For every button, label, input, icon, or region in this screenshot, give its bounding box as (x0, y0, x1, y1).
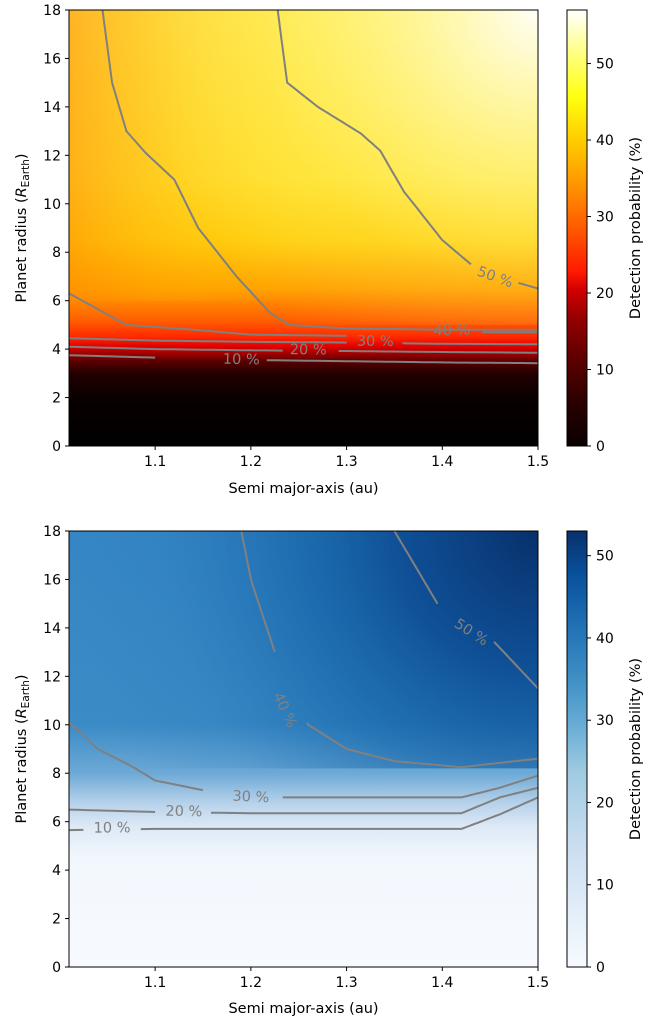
chart-panel-2: 10 %20 %30 %40 %50 %1.1 1.2 1.3 1.4 1.502468… (14, 524, 644, 1017)
colorbar-tick-label: 0 (596, 439, 605, 455)
contour-line-30-pct (402, 342, 538, 346)
x-tick-label: 1.5 (527, 454, 549, 470)
colorbar-tick-label: 30 (596, 713, 614, 729)
y-tick-label: 2 (52, 912, 61, 928)
y-tick-label: 12 (43, 148, 61, 164)
colorbar-tick-label: 40 (596, 631, 614, 647)
x-tick-label: 1.4 (431, 454, 453, 470)
contours (69, 10, 538, 365)
colorbar-tick-label: 10 (596, 363, 614, 379)
x-tick-label: 1.2 (240, 454, 262, 470)
contour-line-30-pct (282, 774, 538, 799)
contours (69, 531, 538, 832)
contour-line-50-pct (101, 10, 538, 331)
y-tick-label: 18 (43, 524, 61, 540)
y-tick-label: 4 (52, 342, 61, 358)
y-tick-label: 2 (52, 391, 61, 407)
contour-line-10-pct (140, 796, 538, 831)
y-tick-label: 0 (52, 960, 61, 976)
y-tick-label: 0 (52, 439, 61, 455)
x-axis-label: Semi major-axis (au) (228, 481, 378, 497)
heatmap-highlight (69, 531, 538, 769)
y-tick-label: 16 (43, 51, 61, 67)
y-axis-label: Planet radius (REarth) (14, 674, 32, 823)
contour-label: 40 % (433, 323, 470, 340)
y-tick-label: 16 (43, 572, 61, 588)
contour-line-40-pct (69, 292, 347, 337)
y-axis-label: Planet radius (REarth) (14, 153, 32, 302)
colorbar-tick-label: 0 (596, 960, 605, 976)
contour-line-50-pct (276, 10, 472, 266)
y-tick-label: 6 (52, 815, 61, 831)
contour-line-10-pct (266, 359, 538, 365)
y-tick-label: 14 (43, 100, 61, 116)
x-tick-label: 1.1 (144, 975, 166, 991)
x-tick-label: 1.2 (240, 975, 262, 991)
contour-line-20-pct (338, 350, 538, 354)
colorbar-tick-label: 50 (596, 57, 614, 73)
colorbar (566, 530, 588, 968)
y-tick-label: 4 (52, 863, 61, 879)
y-tick-label: 14 (43, 621, 61, 637)
x-tick-label: 1.5 (527, 975, 549, 991)
contour-line-30-pct (69, 337, 347, 344)
x-tick-label: 1.1 (144, 454, 166, 470)
x-tick-label: 1.4 (431, 975, 453, 991)
contour-line-50-pct (518, 281, 538, 290)
colorbar-tick-label: 20 (596, 286, 614, 302)
chart-panel-1: 10 %20 %30 %40 %50 %1.1 1.2 1.3 1.4 1.502468… (14, 3, 644, 497)
contour-line-40-pct (306, 722, 538, 769)
contour-line-50-pct (493, 641, 538, 690)
colorbar-tick-label: 10 (596, 878, 614, 894)
colorbar-label: Detection probability (%) (628, 658, 644, 840)
colorbar-tick-label: 50 (596, 549, 614, 565)
y-tick-label: 18 (43, 3, 61, 19)
heatmap-highlight (69, 10, 538, 325)
plot-frame (68, 530, 539, 968)
contour-line-10-pct (69, 354, 156, 359)
x-tick-label: 1.3 (335, 454, 357, 470)
contour-line-20-pct (210, 786, 538, 815)
colorbar (566, 9, 588, 447)
contour-label: 10 % (223, 352, 260, 369)
x-axis-label: Semi major-axis (au) (228, 1001, 378, 1017)
colorbar-tick-label: 20 (596, 795, 614, 811)
y-tick-label: 8 (52, 245, 61, 261)
contour-label: 20 % (290, 342, 327, 358)
colorbar-label: Detection probability (%) (628, 137, 644, 319)
contour-line-30-pct (69, 721, 204, 792)
plot-frame (68, 9, 539, 447)
y-tick-label: 10 (43, 718, 61, 734)
y-tick-label: 10 (43, 197, 61, 213)
y-tick-label: 12 (43, 669, 61, 685)
colorbar-tick-label: 40 (596, 133, 614, 149)
contour-line-20-pct (69, 345, 283, 352)
y-tick-label: 8 (52, 766, 61, 782)
contour-label: 20 % (165, 804, 202, 821)
contour-line-50-pct (393, 531, 439, 605)
contour-line-40-pct (240, 531, 276, 653)
colorbar-tick-label: 30 (596, 210, 614, 226)
x-tick-label: 1.3 (335, 975, 357, 991)
contour-line-20-pct (69, 808, 156, 813)
contour-label: 30 % (357, 334, 394, 350)
y-tick-label: 6 (52, 294, 61, 310)
contour-label: 30 % (232, 789, 270, 807)
contour-label: 10 % (94, 820, 131, 836)
